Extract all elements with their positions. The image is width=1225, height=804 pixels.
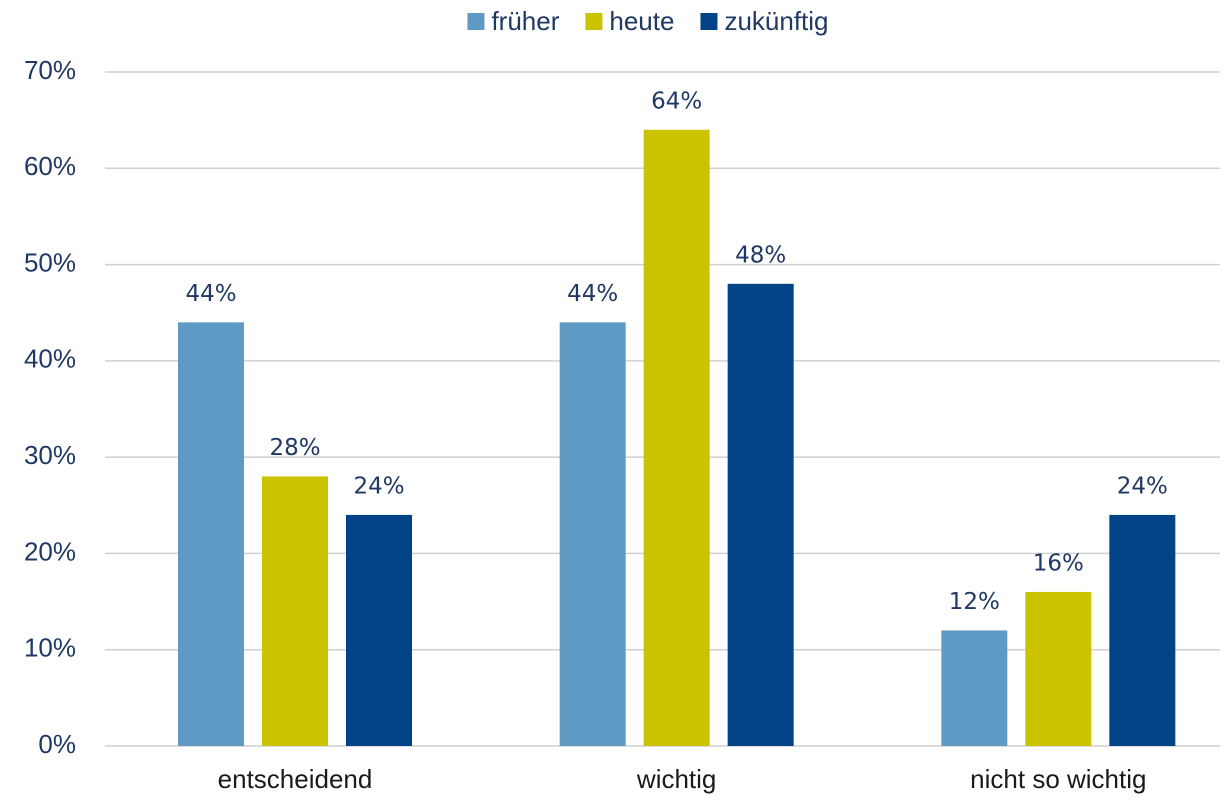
- legend-label: zukünftig: [724, 6, 828, 36]
- value-label: 44%: [567, 281, 618, 307]
- legend-swatch: [700, 13, 718, 30]
- y-tick-label: 10%: [24, 633, 76, 663]
- value-label: 48%: [735, 242, 786, 268]
- bar: [559, 322, 626, 746]
- bar: [346, 514, 412, 746]
- y-tick-label: 70%: [24, 55, 76, 85]
- value-label: 44%: [185, 281, 236, 307]
- value-label: 24%: [1117, 473, 1168, 499]
- legend-swatch: [585, 13, 603, 30]
- y-tick-label: 0%: [38, 729, 76, 759]
- x-tick-label: wichtig: [636, 764, 716, 794]
- value-label: 24%: [353, 473, 404, 499]
- y-tick-label: 40%: [24, 344, 76, 374]
- y-tick-label: 20%: [24, 536, 76, 566]
- legend-label: heute: [609, 6, 674, 36]
- value-label: 28%: [269, 435, 320, 461]
- y-tick-label: 60%: [24, 151, 76, 181]
- legend-label: früher: [491, 6, 559, 36]
- bar: [262, 476, 328, 746]
- bar: [178, 322, 244, 746]
- bar: [1025, 591, 1092, 746]
- value-label: 64%: [651, 88, 702, 114]
- value-label: 12%: [949, 589, 1000, 615]
- bar: [1109, 514, 1176, 746]
- legend-swatch: [467, 13, 485, 30]
- value-label: 16%: [1033, 550, 1084, 576]
- bar: [727, 283, 794, 746]
- x-tick-label: entscheidend: [218, 764, 373, 794]
- bar: [643, 129, 710, 746]
- y-tick-label: 30%: [24, 440, 76, 470]
- bar: [941, 630, 1008, 746]
- x-tick-label: nicht so wichtig: [970, 764, 1146, 794]
- y-tick-label: 50%: [24, 247, 76, 277]
